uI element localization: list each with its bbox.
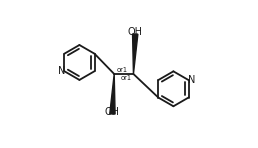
- Polygon shape: [133, 34, 138, 74]
- Text: OH: OH: [128, 27, 143, 37]
- Text: N: N: [188, 75, 195, 85]
- Text: OH: OH: [105, 107, 120, 117]
- Text: or1: or1: [117, 66, 128, 73]
- Text: N: N: [58, 66, 65, 76]
- Polygon shape: [110, 74, 115, 114]
- Text: or1: or1: [121, 75, 132, 82]
